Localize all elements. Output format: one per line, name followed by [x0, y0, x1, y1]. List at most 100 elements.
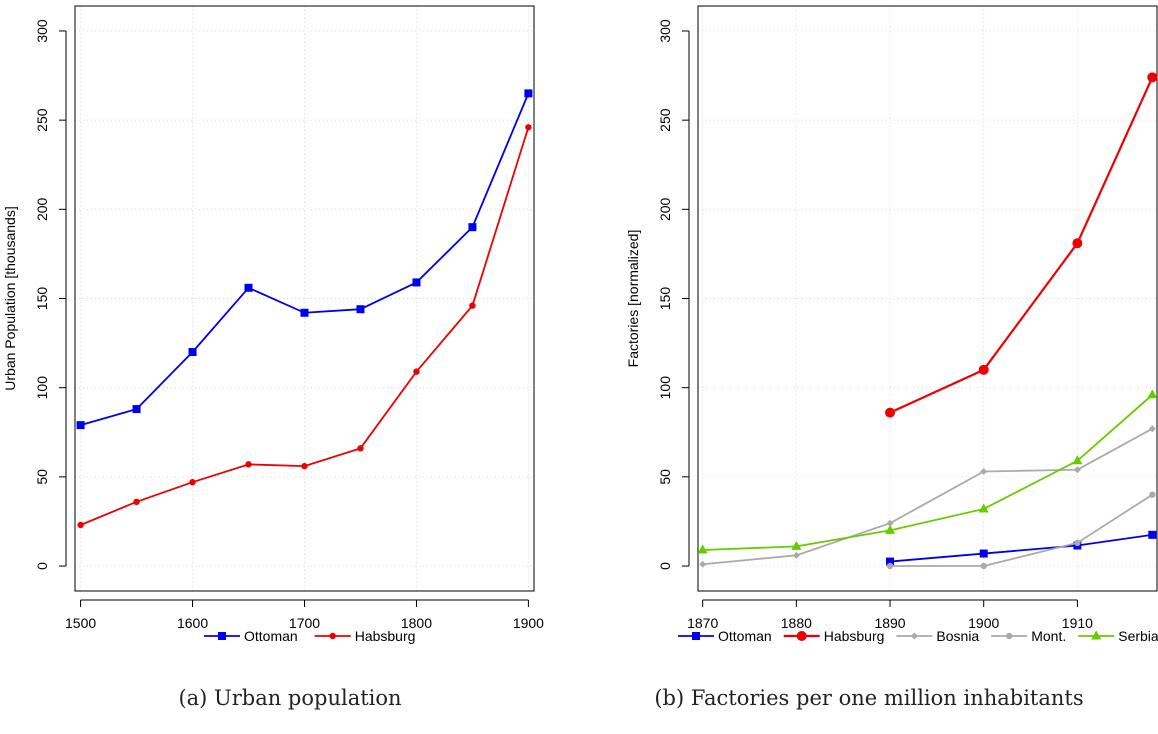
series-habsburg — [77, 124, 532, 529]
y-axis-title: Factories [normalized] — [625, 230, 641, 368]
data-point-habsburg — [1072, 238, 1083, 249]
legend-label: Serbia — [1118, 628, 1158, 644]
legend-marker — [796, 631, 807, 641]
series-line-ottoman — [889, 533, 1153, 563]
data-point-ottoman — [188, 348, 197, 357]
data-point-ottoman — [244, 283, 253, 292]
data-point-habsburg — [413, 368, 420, 375]
data-point-ottoman — [1148, 530, 1157, 539]
legend-label: Habsburg — [824, 628, 885, 644]
data-point-habsburg — [189, 479, 196, 486]
y-tick-label: 50 — [34, 469, 50, 485]
data-point-serbia — [1147, 389, 1158, 399]
caption-urban-population: (a) Urban population — [178, 686, 402, 710]
data-point-serbia — [697, 544, 708, 554]
data-point-habsburg — [978, 364, 989, 375]
data-point-ottoman — [468, 223, 477, 232]
data-point-ottoman — [76, 421, 85, 430]
series-line-mont — [890, 493, 1153, 567]
series-bosnia — [699, 425, 1156, 568]
legend-item-habsburg: Habsburg — [783, 628, 885, 644]
data-point-habsburg — [469, 302, 476, 309]
y-axis-title: Urban Population [thousands] — [2, 206, 18, 390]
data-point-ottoman — [979, 549, 988, 558]
data-point-habsburg — [525, 124, 532, 131]
legend-label: Mont. — [1031, 628, 1066, 644]
data-point-habsburg — [357, 445, 364, 452]
data-point-bosnia — [1148, 425, 1156, 433]
y-tick-label: 200 — [657, 197, 673, 221]
x-tick-label: 1900 — [968, 615, 999, 631]
data-point-habsburg — [245, 461, 252, 468]
y-tick-label: 0 — [34, 562, 50, 570]
x-tick-label: 1900 — [513, 615, 544, 631]
legend-label: Ottoman — [718, 628, 772, 644]
series-mont — [886, 491, 1156, 570]
y-tick-label: 0 — [657, 562, 673, 570]
data-point-bosnia — [1073, 466, 1081, 474]
legend-marker — [329, 632, 336, 640]
series-habsburg — [885, 72, 1158, 418]
y-axis: 0 50 100 150 200 250 300 — [34, 19, 67, 570]
y-tick-label: 200 — [34, 197, 50, 221]
y-tick-label: 150 — [657, 287, 673, 311]
series-line-serbia — [702, 394, 1153, 551]
data-point-mont — [1074, 539, 1081, 547]
data-point-ottoman — [356, 305, 365, 314]
series-ottoman — [886, 530, 1157, 566]
y-tick-label: 300 — [657, 19, 673, 43]
legend-item-bosnia: Bosnia — [896, 628, 979, 644]
x-tick-label: 1700 — [289, 615, 320, 631]
series-line-habsburg — [889, 76, 1154, 414]
legend-marker — [1091, 630, 1102, 640]
legend-item-ottoman: Ottoman — [204, 628, 298, 644]
series-line-bosnia — [702, 427, 1153, 566]
x-tick-label: 1800 — [401, 615, 432, 631]
x-tick-label: 1910 — [1062, 615, 1093, 631]
x-tick-label: 1890 — [874, 615, 905, 631]
y-tick-label: 250 — [657, 108, 673, 132]
legend: Ottoman Habsburg — [204, 628, 415, 644]
chart-panel-b: 1870 1880 1890 1900 1910 0 50 100 150 200 250 300 Fa… — [625, 5, 1158, 644]
legend-label: Bosnia — [936, 628, 979, 644]
x-tick-label: 1870 — [687, 615, 718, 631]
legend-item-serbia: Serbia — [1078, 628, 1158, 644]
legend-marker — [910, 632, 918, 640]
data-point-bosnia — [699, 560, 707, 568]
series-line-ottoman — [80, 93, 530, 426]
y-tick-label: 300 — [34, 19, 50, 43]
plot-frame — [74, 5, 535, 592]
data-point-ottoman — [412, 278, 421, 287]
plot-frame — [697, 5, 1158, 592]
data-point-serbia — [1072, 455, 1083, 465]
data-point-serbia — [978, 503, 989, 513]
legend-label: Ottoman — [244, 628, 298, 644]
series-ottoman — [76, 89, 533, 430]
legend: Ottoman Habsburg Bosnia Mont. Serbia — [678, 628, 1158, 644]
x-axis: 1500 1600 1700 1800 1900 — [65, 599, 544, 631]
chart-panel-a: 1500 1600 1700 1800 1900 0 50 100 150 200 250 300 Ur… — [2, 5, 544, 644]
data-point-ottoman — [300, 308, 309, 317]
legend-label: Habsburg — [355, 628, 416, 644]
data-point-ottoman — [132, 405, 141, 414]
data-point-serbia — [885, 524, 896, 534]
data-point-habsburg — [133, 498, 140, 506]
legend-marker — [218, 632, 226, 640]
series-serbia — [697, 389, 1158, 554]
data-point-mont — [980, 562, 987, 570]
data-point-ottoman — [524, 89, 533, 98]
data-point-mont — [1149, 491, 1156, 498]
legend-item-mont: Mont. — [991, 628, 1066, 644]
y-tick-label: 250 — [34, 108, 50, 132]
y-tick-label: 100 — [34, 376, 50, 400]
x-axis: 1870 1880 1890 1900 1910 — [687, 599, 1093, 631]
data-point-bosnia — [886, 519, 894, 527]
data-point-habsburg — [77, 521, 84, 529]
data-point-mont — [886, 562, 894, 570]
legend-marker — [692, 632, 700, 640]
legend-item-ottoman: Ottoman — [678, 628, 772, 644]
data-point-habsburg — [885, 407, 896, 418]
y-axis: 0 50 100 150 200 250 300 — [657, 19, 690, 570]
legend-marker — [1006, 632, 1013, 640]
